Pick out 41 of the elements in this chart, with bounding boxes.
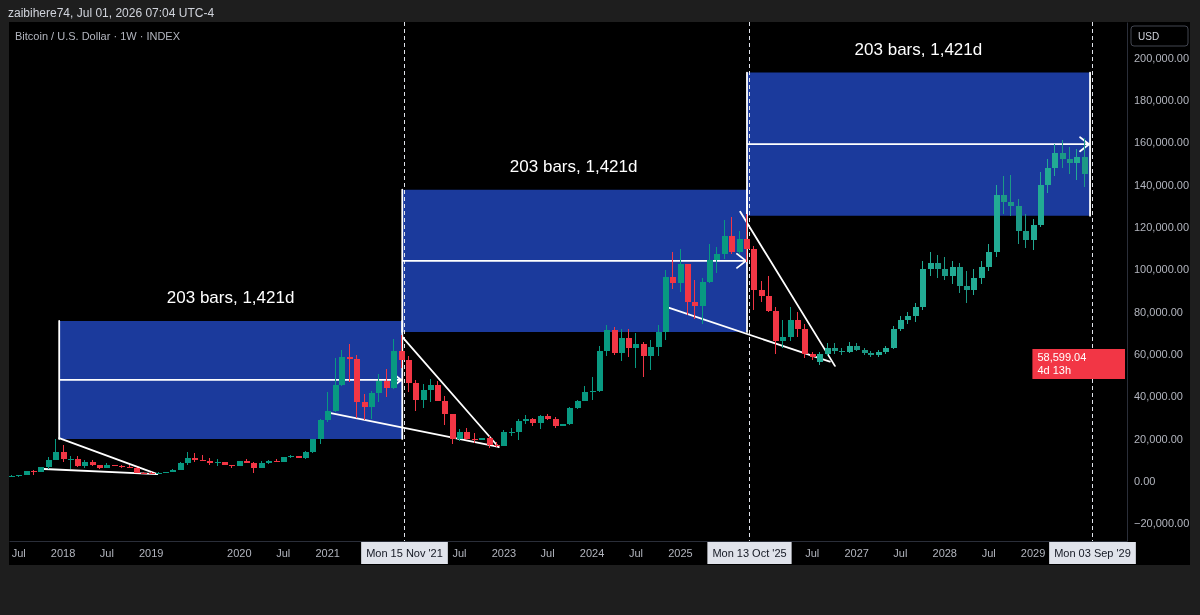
x-tick-label: Jul: [276, 546, 291, 559]
x-tick-label: Jul: [452, 546, 467, 559]
x-tick-label: Jul: [893, 546, 908, 559]
ref-line-label: Mon 15 Nov '21: [366, 547, 443, 559]
x-tick-label: Jul: [540, 546, 555, 559]
x-tick-label: 2019: [138, 546, 164, 559]
x-tick-label: 2028: [932, 546, 957, 559]
x-tick-label: 2029: [1020, 546, 1046, 559]
x-tick-label: Jul: [805, 546, 820, 559]
y-axis-title: USD: [1138, 31, 1160, 42]
x-tick-label: 2021: [315, 546, 340, 559]
annotation: 203 bars, 1,421d: [854, 39, 983, 59]
y-tick-label: 40,000.00: [1134, 390, 1183, 403]
x-tick-label: Jul: [628, 546, 644, 559]
x-tick-label: 2024: [579, 546, 605, 559]
y-tick-label: 200,000.00: [1134, 51, 1190, 64]
x-tick-label: Jul: [11, 546, 26, 559]
y-tick-label: 20,000.00: [1134, 432, 1183, 445]
x-tick-label: Jul: [99, 546, 114, 559]
y-tick-label: 140,000.00: [1134, 178, 1190, 191]
text: Bitcoin / U.S. Dollar · 1W · INDEX: [15, 30, 181, 42]
text: zaibihere74, Jul 01, 2026 07:04 UTC-4: [8, 6, 215, 20]
y-tick-label: 180,000.00: [1134, 93, 1190, 106]
x-tick-label: 2027: [844, 546, 869, 559]
annotation: 203 bars, 1,421d: [509, 156, 638, 176]
ref-line-label: Mon 13 Oct '25: [712, 547, 787, 559]
x-tick-label: 2018: [50, 546, 76, 559]
x-tick-label: 2023: [491, 546, 517, 559]
x-tick-label: 2025: [668, 546, 693, 559]
x-tick-label: Jul: [981, 546, 996, 559]
y-tick-label: −20,000.00: [1134, 517, 1190, 530]
ref-line-label: Mon 03 Sep '29: [1054, 547, 1131, 559]
x-tick-label: 2020: [227, 546, 252, 559]
y-tick-label: 100,000.00: [1134, 263, 1190, 276]
y-tick-label: 60,000.00: [1134, 348, 1183, 361]
y-tick-label: 120,000.00: [1134, 220, 1190, 233]
y-tick-label: 0.00: [1134, 475, 1156, 488]
y-tick-label: 160,000.00: [1134, 136, 1190, 149]
annotation: 58,599.04 4d 13h: [1037, 350, 1087, 376]
annotation: 203 bars, 1,421d: [166, 287, 295, 307]
y-tick-label: 80,000.00: [1134, 305, 1183, 318]
